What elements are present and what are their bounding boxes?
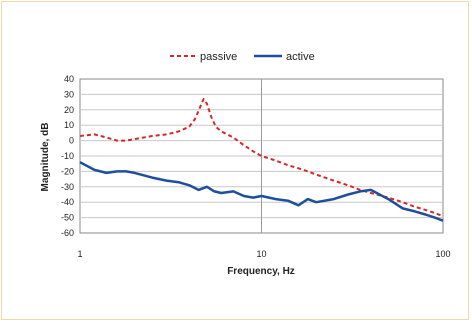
chart-frame: passive active 40 30 20 10 0 -10 -20 -30 -40 -50-… bbox=[1, 1, 469, 320]
y-axis-ticks: 40 30 20 10 0 -10 -20 -30 -40 -50 -60 bbox=[61, 74, 74, 238]
plot-area bbox=[79, 78, 444, 234]
series-line-passive bbox=[79, 98, 444, 218]
x-axis-ticks: 1 10 100 bbox=[77, 249, 450, 259]
x-tick-label: 1 bbox=[77, 249, 82, 259]
x-tick-label: 10 bbox=[256, 249, 266, 259]
legend-label-active: active bbox=[286, 51, 315, 63]
series-layer bbox=[79, 98, 444, 222]
y-tick-label: -50 bbox=[61, 213, 74, 223]
y-tick-label: 40 bbox=[64, 74, 74, 84]
y-tick-label: 20 bbox=[64, 105, 74, 115]
y-tick-label: -40 bbox=[61, 197, 74, 207]
legend: passive active bbox=[170, 51, 315, 63]
y-tick-label: -30 bbox=[61, 182, 74, 192]
x-axis-title: Frequency, Hz bbox=[227, 266, 295, 277]
y-tick-label: -60 bbox=[61, 228, 74, 238]
y-tick-label: 30 bbox=[64, 89, 74, 99]
y-tick-label: -20 bbox=[61, 166, 74, 176]
series-line-active bbox=[79, 161, 444, 222]
y-tick-label: -10 bbox=[61, 151, 74, 161]
x-tick-label: 100 bbox=[435, 249, 450, 259]
y-axis-title: Magnitude, dB bbox=[40, 123, 51, 192]
y-tick-label: 0 bbox=[69, 136, 74, 146]
y-tick-label: 10 bbox=[64, 120, 74, 130]
legend-label-passive: passive bbox=[200, 51, 237, 63]
